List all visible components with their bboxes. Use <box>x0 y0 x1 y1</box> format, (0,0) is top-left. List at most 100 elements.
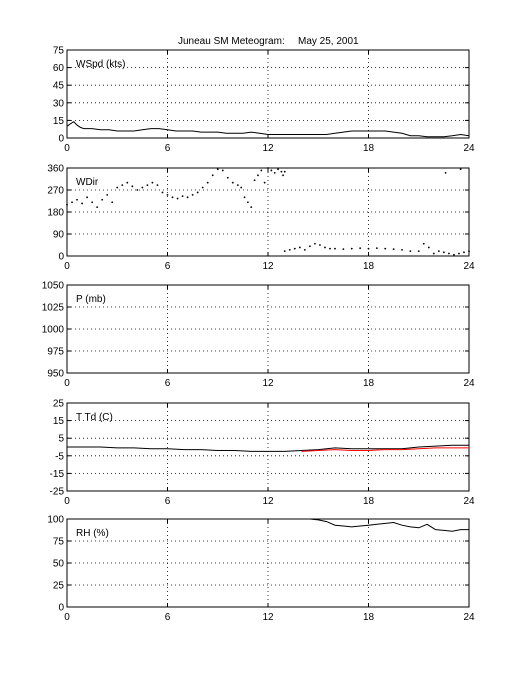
wdir-point <box>273 171 276 174</box>
wdir-point <box>448 252 450 255</box>
wdir-xtick-label: 12 <box>262 261 274 272</box>
pres-xtick-label: 0 <box>64 378 70 389</box>
wspd-series-line-0 <box>66 120 470 138</box>
wdir-point <box>206 181 209 184</box>
wdir-point <box>247 201 249 204</box>
pres-xtick-label: 18 <box>363 378 375 389</box>
wdir-point <box>293 247 296 250</box>
wdir-point <box>211 174 214 177</box>
temp-ytick-label: 25 <box>53 399 65 410</box>
wdir-point <box>401 248 403 251</box>
wdir-point <box>146 184 149 187</box>
wdir-point <box>186 196 189 199</box>
rh-ytick-label: 100 <box>47 515 64 526</box>
wdir-point <box>136 189 139 191</box>
wdir-point <box>71 201 73 204</box>
wdir-point <box>463 251 465 254</box>
wdir-point <box>427 246 430 249</box>
wdir-point <box>151 181 154 184</box>
wdir-point <box>392 248 395 251</box>
wdir-point <box>236 184 239 187</box>
wdir-point <box>458 252 460 255</box>
wdir-point <box>166 193 169 196</box>
wspd-ytick-label: 60 <box>53 63 65 74</box>
temp-xtick-label: 0 <box>64 496 70 507</box>
wdir-point <box>324 246 326 249</box>
rh-ytick-label: 0 <box>58 603 64 614</box>
temp-series-line-0 <box>67 444 469 452</box>
chart-title-date: May 25, 2001 <box>298 36 359 47</box>
rh-panel-label: RH (%) <box>76 528 109 539</box>
wdir-point <box>468 250 470 253</box>
wdir-point <box>111 201 114 204</box>
wdir-point <box>106 193 109 196</box>
wdir-point <box>442 251 445 254</box>
wdir-xtick-label: 24 <box>463 261 475 272</box>
wdir-point <box>432 252 435 255</box>
wspd-xtick-label: 0 <box>64 143 70 154</box>
wdir-point <box>253 179 256 182</box>
pres-panel-label: P (mb) <box>76 294 106 305</box>
wdir-point <box>280 170 283 173</box>
wdir-point <box>303 248 306 251</box>
wdir-point <box>96 206 99 209</box>
rh-panel: 0 6 12 18 24 0 25 50 75 100 RH (%) <box>47 515 475 624</box>
wspd-xtick-label: 12 <box>262 143 274 154</box>
wdir-point <box>243 196 246 199</box>
wdir-point <box>91 201 94 204</box>
rh-xtick-label: 0 <box>64 612 70 623</box>
wdir-ytick-label: 360 <box>47 164 64 175</box>
rh-ytick-label: 75 <box>53 537 65 548</box>
wspd-panel-label: WSpd (kts) <box>76 59 125 70</box>
temp-xtick-label: 12 <box>262 496 274 507</box>
wdir-point <box>288 248 291 251</box>
rh-series-line-0 <box>301 518 469 532</box>
pres-ytick-label: 950 <box>47 369 64 380</box>
temp-ytick-label: -15 <box>50 469 65 480</box>
wdir-ytick-label: 0 <box>58 252 64 263</box>
wdir-point <box>196 191 199 194</box>
wdir-point <box>282 174 284 177</box>
wdir-point <box>221 169 224 172</box>
wdir-point <box>298 246 301 249</box>
temp-ytick-label: -5 <box>55 451 64 462</box>
pres-ytick-label: 1050 <box>42 281 65 292</box>
wdir-point <box>81 202 83 205</box>
wdir-point <box>437 250 440 253</box>
wdir-xtick-label: 18 <box>363 261 375 272</box>
wdir-point <box>334 247 336 250</box>
wspd-panel: 0 6 12 18 24 0 15 30 45 60 75 WSpd (kts) <box>53 46 475 155</box>
wdir-point <box>76 198 78 201</box>
pres-xtick-label: 6 <box>165 378 171 389</box>
temp-series-line-1 <box>301 447 469 452</box>
wdir-point <box>444 171 447 174</box>
wdir-point <box>226 176 229 179</box>
wdir-point <box>263 181 266 184</box>
wdir-ytick-label: 180 <box>47 208 64 219</box>
wdir-point <box>66 203 68 206</box>
wdir-point <box>231 181 234 184</box>
rh-ytick-label: 25 <box>53 581 65 592</box>
wdir-point <box>367 247 370 250</box>
wdir-point <box>116 186 119 189</box>
temp-ytick-label: 5 <box>58 434 64 445</box>
rh-xtick-label: 12 <box>262 612 274 623</box>
wdir-point <box>131 185 134 188</box>
wdir-point <box>308 245 311 248</box>
wspd-xtick-label: 18 <box>363 143 375 154</box>
wspd-ytick-label: 15 <box>53 116 65 127</box>
wdir-xtick-label: 6 <box>165 261 171 272</box>
temp-panel-label: T Td (C) <box>76 412 113 423</box>
wdir-point <box>257 174 259 177</box>
wdir-point <box>101 198 104 201</box>
wdir-point <box>216 168 219 171</box>
wdir-point <box>156 184 159 187</box>
wdir-point <box>359 247 362 250</box>
wdir-panel: 0 6 12 18 24 0 90 180 270 360 WDir <box>47 164 475 273</box>
temp-xtick-label: 24 <box>463 496 475 507</box>
wdir-point <box>329 247 331 250</box>
wdir-ytick-label: 270 <box>47 186 64 197</box>
wdir-point <box>314 242 316 245</box>
wdir-point <box>459 168 462 171</box>
